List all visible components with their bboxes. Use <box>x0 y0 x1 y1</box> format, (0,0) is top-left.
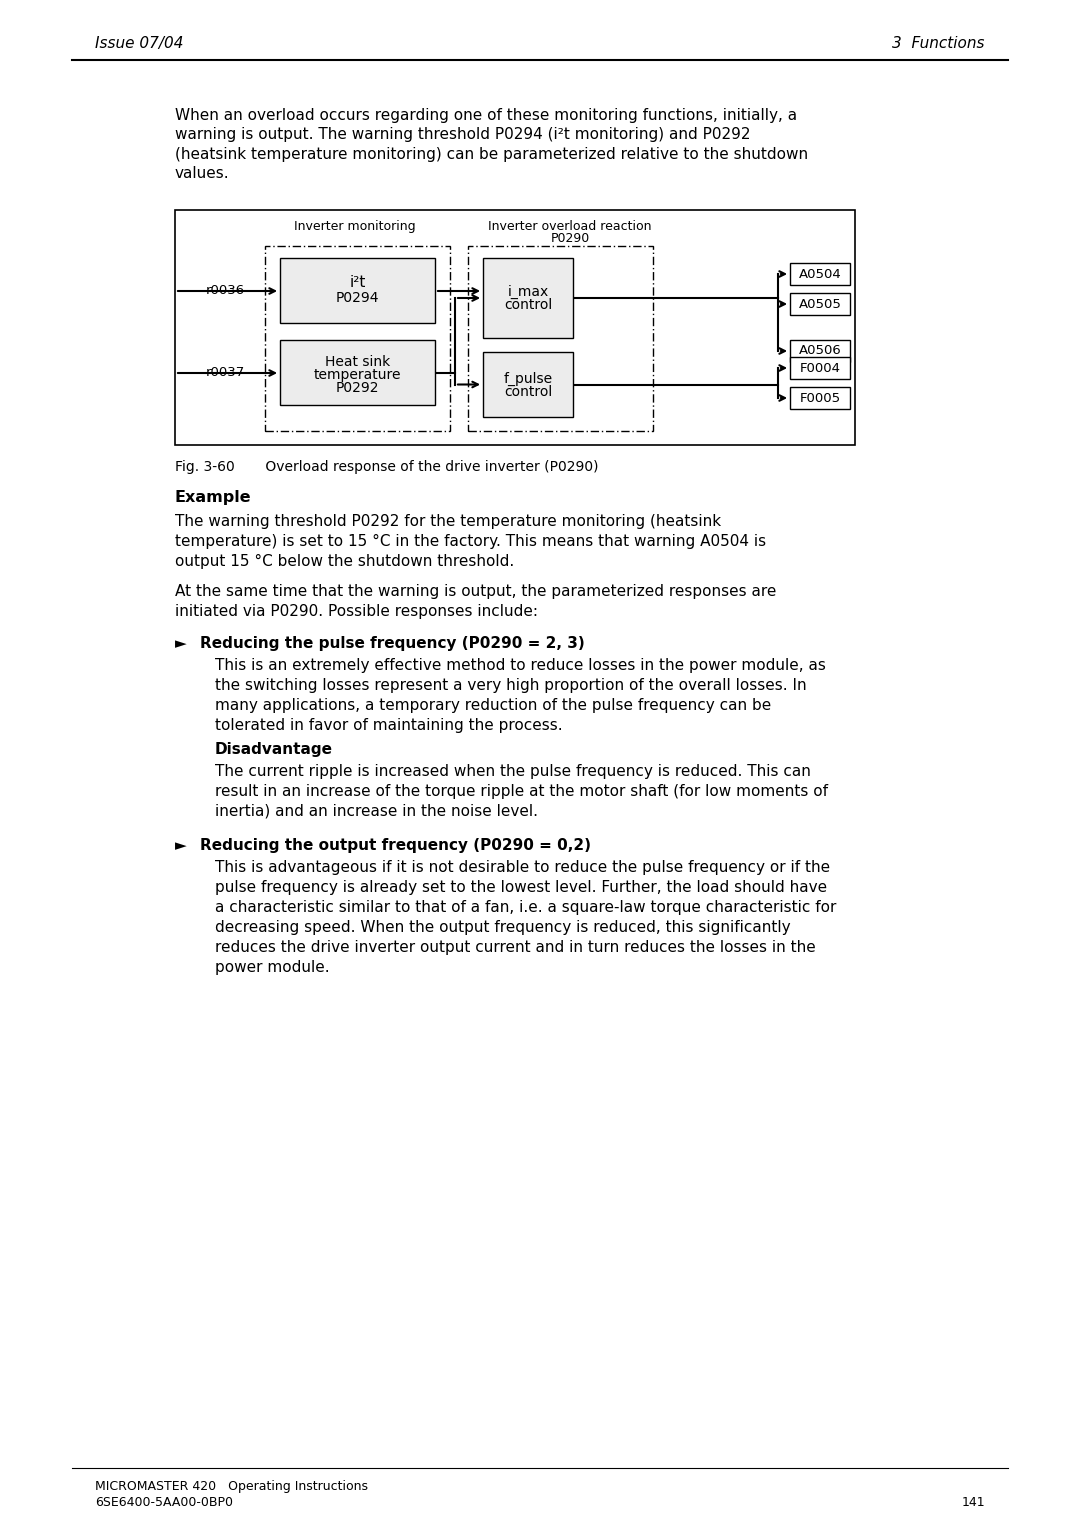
Bar <box>265 246 450 431</box>
Bar <box>280 341 435 405</box>
Bar <box>789 263 850 286</box>
Text: warning is output. The warning threshold P0294 (i²t monitoring) and P0292: warning is output. The warning threshold… <box>175 127 751 142</box>
Text: Heat sink: Heat sink <box>325 356 390 370</box>
Text: pulse frequency is already set to the lowest level. Further, the load should hav: pulse frequency is already set to the lo… <box>215 880 827 895</box>
Text: r0037: r0037 <box>206 367 245 379</box>
Bar <box>483 351 573 417</box>
Text: P0292: P0292 <box>336 382 379 396</box>
Text: Disadvantage: Disadvantage <box>215 743 333 756</box>
Text: output 15 °C below the shutdown threshold.: output 15 °C below the shutdown threshol… <box>175 555 514 568</box>
Text: values.: values. <box>175 167 230 182</box>
Text: ►: ► <box>175 636 187 651</box>
Text: i²t: i²t <box>349 275 366 290</box>
Text: control: control <box>504 298 552 312</box>
Text: Reducing the pulse frequency (P0290 = 2, 3): Reducing the pulse frequency (P0290 = 2,… <box>200 636 584 651</box>
Bar <box>789 341 850 362</box>
Text: decreasing speed. When the output frequency is reduced, this significantly: decreasing speed. When the output freque… <box>215 920 791 935</box>
Text: MICROMASTER 420   Operating Instructions: MICROMASTER 420 Operating Instructions <box>95 1481 368 1493</box>
Text: initiated via P0290. Possible responses include:: initiated via P0290. Possible responses … <box>175 604 538 619</box>
Text: Inverter overload reaction: Inverter overload reaction <box>488 220 651 232</box>
Bar <box>483 258 573 338</box>
Text: control: control <box>504 385 552 399</box>
Text: This is advantageous if it is not desirable to reduce the pulse frequency or if : This is advantageous if it is not desira… <box>215 860 831 876</box>
Text: The current ripple is increased when the pulse frequency is reduced. This can: The current ripple is increased when the… <box>215 764 811 779</box>
Bar <box>280 258 435 322</box>
Text: When an overload occurs regarding one of these monitoring functions, initially, : When an overload occurs regarding one of… <box>175 108 797 122</box>
Text: P0290: P0290 <box>551 232 590 244</box>
Text: A0504: A0504 <box>798 267 841 281</box>
Text: Example: Example <box>175 490 252 504</box>
Text: Issue 07/04: Issue 07/04 <box>95 37 184 50</box>
Text: A0506: A0506 <box>798 344 841 358</box>
Text: A0505: A0505 <box>798 298 841 310</box>
Bar <box>175 209 855 445</box>
Text: Fig. 3-60       Overload response of the drive inverter (P0290): Fig. 3-60 Overload response of the drive… <box>175 460 598 474</box>
Bar <box>789 358 850 379</box>
Text: the switching losses represent a very high proportion of the overall losses. In: the switching losses represent a very hi… <box>215 678 807 694</box>
Text: F0004: F0004 <box>799 362 840 374</box>
Text: At the same time that the warning is output, the parameterized responses are: At the same time that the warning is out… <box>175 584 777 599</box>
Text: P0294: P0294 <box>336 292 379 306</box>
Text: result in an increase of the torque ripple at the motor shaft (for low moments o: result in an increase of the torque ripp… <box>215 784 828 799</box>
Text: (heatsink temperature monitoring) can be parameterized relative to the shutdown: (heatsink temperature monitoring) can be… <box>175 147 808 162</box>
Text: i_max: i_max <box>508 284 549 299</box>
Text: 3  Functions: 3 Functions <box>892 37 985 50</box>
Bar <box>468 246 653 431</box>
Text: temperature) is set to 15 °C in the factory. This means that warning A0504 is: temperature) is set to 15 °C in the fact… <box>175 533 766 549</box>
Text: many applications, a temporary reduction of the pulse frequency can be: many applications, a temporary reduction… <box>215 698 771 714</box>
Text: f_pulse: f_pulse <box>503 371 553 385</box>
Text: The warning threshold P0292 for the temperature monitoring (heatsink: The warning threshold P0292 for the temp… <box>175 513 721 529</box>
Text: r0036: r0036 <box>206 284 245 298</box>
Text: reduces the drive inverter output current and in turn reduces the losses in the: reduces the drive inverter output curren… <box>215 940 815 955</box>
Text: Reducing the output frequency (P0290 = 0,2): Reducing the output frequency (P0290 = 0… <box>200 837 591 853</box>
Text: 6SE6400-5AA00-0BP0: 6SE6400-5AA00-0BP0 <box>95 1496 233 1510</box>
Text: F0005: F0005 <box>799 391 840 405</box>
Bar <box>789 387 850 410</box>
Text: ►: ► <box>175 837 187 853</box>
Text: tolerated in favor of maintaining the process.: tolerated in favor of maintaining the pr… <box>215 718 563 733</box>
Text: This is an extremely effective method to reduce losses in the power module, as: This is an extremely effective method to… <box>215 659 826 672</box>
Text: 141: 141 <box>961 1496 985 1510</box>
Text: inertia) and an increase in the noise level.: inertia) and an increase in the noise le… <box>215 804 538 819</box>
Text: a characteristic similar to that of a fan, i.e. a square-law torque characterist: a characteristic similar to that of a fa… <box>215 900 836 915</box>
Text: temperature: temperature <box>314 368 402 382</box>
Text: power module.: power module. <box>215 960 329 975</box>
Bar <box>789 293 850 315</box>
Text: Inverter monitoring: Inverter monitoring <box>294 220 416 232</box>
